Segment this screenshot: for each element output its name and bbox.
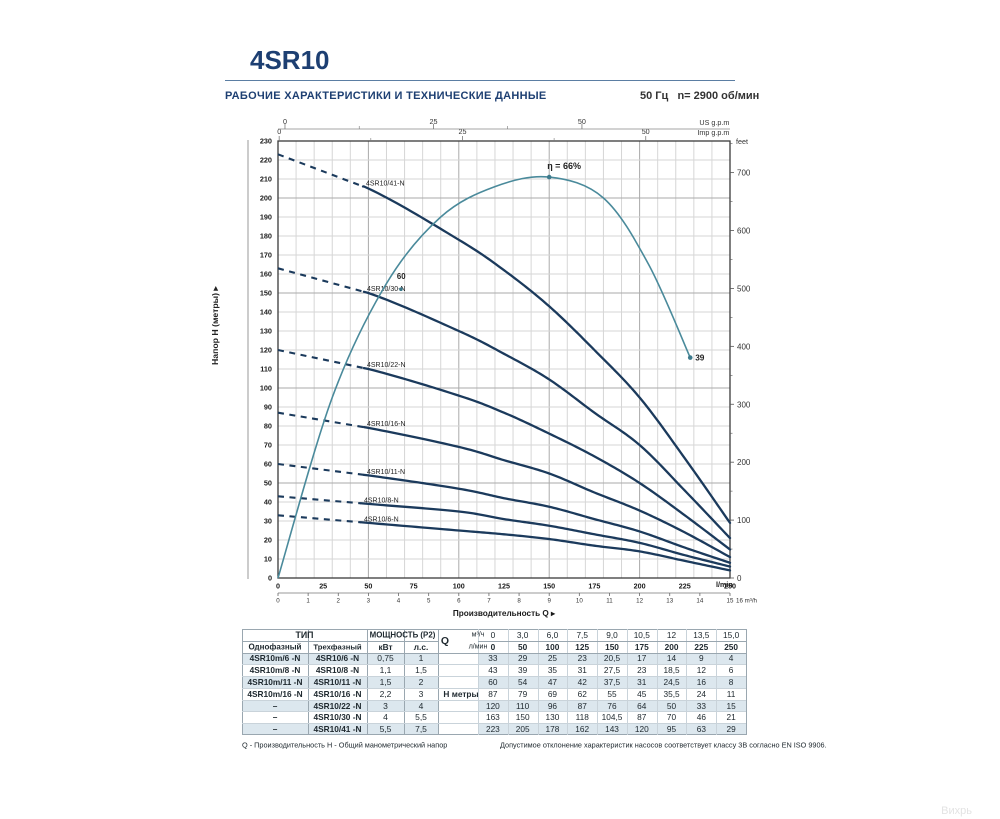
svg-text:230: 230 xyxy=(260,137,272,146)
svg-text:50: 50 xyxy=(578,117,586,126)
svg-text:400: 400 xyxy=(737,342,751,351)
svg-text:10: 10 xyxy=(576,598,583,605)
svg-text:25: 25 xyxy=(459,127,467,136)
svg-text:39: 39 xyxy=(695,353,705,363)
svg-text:8: 8 xyxy=(517,598,521,605)
svg-text:6: 6 xyxy=(457,598,461,605)
svg-text:50: 50 xyxy=(264,479,272,488)
svg-text:10: 10 xyxy=(264,555,272,564)
svg-text:4SR10/16-N: 4SR10/16-N xyxy=(367,421,406,428)
svg-text:600: 600 xyxy=(737,227,751,236)
svg-text:4SR10/11-N: 4SR10/11-N xyxy=(367,469,405,476)
svg-text:2: 2 xyxy=(337,598,341,605)
svg-text:125: 125 xyxy=(498,582,510,591)
svg-text:100: 100 xyxy=(260,384,272,393)
svg-text:0: 0 xyxy=(276,598,280,605)
svg-text:200: 200 xyxy=(737,458,751,467)
svg-text:140: 140 xyxy=(260,308,272,317)
svg-text:70: 70 xyxy=(264,441,272,450)
svg-text:l/min: l/min xyxy=(716,580,733,589)
svg-text:US g.p.m: US g.p.m xyxy=(699,118,729,127)
svg-text:12: 12 xyxy=(636,598,643,605)
svg-text:170: 170 xyxy=(260,251,272,260)
svg-text:25: 25 xyxy=(319,582,327,591)
svg-text:50: 50 xyxy=(364,582,372,591)
svg-text:120: 120 xyxy=(260,346,272,355)
svg-text:300: 300 xyxy=(737,400,751,409)
svg-text:130: 130 xyxy=(260,327,272,336)
svg-text:Imp g.p.m: Imp g.p.m xyxy=(697,128,729,137)
svg-text:13: 13 xyxy=(666,598,673,605)
svg-text:200: 200 xyxy=(634,582,646,591)
svg-text:40: 40 xyxy=(264,498,272,507)
svg-text:15: 15 xyxy=(727,598,734,605)
svg-text:75: 75 xyxy=(410,582,418,591)
svg-text:4SR10/8-N: 4SR10/8-N xyxy=(364,497,399,504)
svg-text:0: 0 xyxy=(276,582,280,591)
svg-text:Производительность Q ▸: Производительность Q ▸ xyxy=(453,609,556,618)
svg-text:0: 0 xyxy=(283,117,287,126)
svg-text:3: 3 xyxy=(367,598,371,605)
svg-text:14: 14 xyxy=(696,598,703,605)
svg-text:150: 150 xyxy=(543,582,555,591)
svg-text:220: 220 xyxy=(260,156,272,165)
svg-text:4: 4 xyxy=(397,598,401,605)
svg-text:225: 225 xyxy=(679,582,691,591)
svg-text:η = 66%: η = 66% xyxy=(547,161,581,171)
svg-text:100: 100 xyxy=(453,582,465,591)
svg-text:4SR10/6-N: 4SR10/6-N xyxy=(364,516,399,523)
svg-text:20: 20 xyxy=(264,536,272,545)
svg-text:90: 90 xyxy=(264,403,272,412)
svg-text:210: 210 xyxy=(260,175,272,184)
svg-text:175: 175 xyxy=(588,582,600,591)
svg-text:100: 100 xyxy=(737,516,751,525)
svg-text:4SR10/22-N: 4SR10/22-N xyxy=(367,362,406,369)
svg-text:110: 110 xyxy=(260,365,272,374)
svg-text:9: 9 xyxy=(547,598,551,605)
svg-text:11: 11 xyxy=(606,598,613,605)
svg-text:190: 190 xyxy=(260,213,272,222)
svg-text:60: 60 xyxy=(264,460,272,469)
svg-text:0: 0 xyxy=(737,574,742,583)
svg-text:0: 0 xyxy=(268,574,272,583)
svg-text:60: 60 xyxy=(397,272,406,281)
svg-text:7: 7 xyxy=(487,598,491,605)
svg-text:200: 200 xyxy=(260,194,272,203)
svg-text:feet: feet xyxy=(736,137,748,146)
svg-text:25: 25 xyxy=(430,117,438,126)
svg-text:16 m³/h: 16 m³/h xyxy=(736,598,758,605)
svg-text:0: 0 xyxy=(277,127,281,136)
svg-text:1: 1 xyxy=(306,598,310,605)
svg-text:700: 700 xyxy=(737,169,751,178)
svg-text:160: 160 xyxy=(260,270,272,279)
svg-text:180: 180 xyxy=(260,232,272,241)
svg-text:4SR10/41-N: 4SR10/41-N xyxy=(366,181,405,188)
svg-text:150: 150 xyxy=(260,289,272,298)
svg-text:80: 80 xyxy=(264,422,272,431)
svg-text:5: 5 xyxy=(427,598,431,605)
svg-text:500: 500 xyxy=(737,284,751,293)
svg-text:50: 50 xyxy=(642,127,650,136)
svg-text:30: 30 xyxy=(264,517,272,526)
